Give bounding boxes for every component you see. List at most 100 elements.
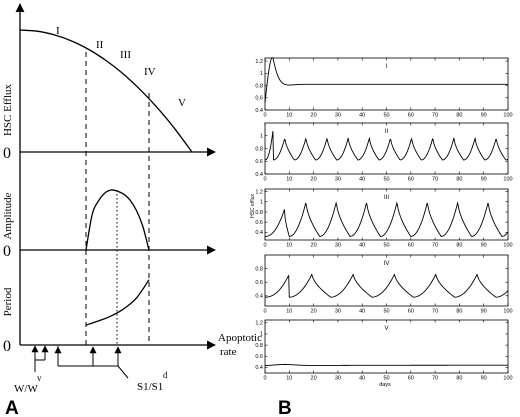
y-tick-label: 0.8: [255, 343, 263, 349]
x-tick-label: 50: [383, 113, 389, 119]
period-zero-label: 0: [3, 338, 11, 355]
x-tick-label: 70: [432, 376, 438, 382]
y-tick-label: 0.4: [255, 230, 263, 236]
y-tick-label: 1: [260, 134, 263, 140]
x-tick-label: 50: [383, 243, 389, 249]
y-tick-label: 0.4: [255, 365, 263, 371]
x-tick-label: 80: [456, 177, 462, 183]
y-tick-label: 1: [260, 332, 263, 338]
x-tick-label: 0: [263, 309, 266, 315]
panel-b: 0.40.60.811.20 10 20 30 40 50 60 70 80 90 100I0.40…: [255, 57, 513, 382]
mutant-annotation: [31, 345, 129, 379]
y-tick-label: 1.2: [255, 59, 263, 65]
x-tick-label: 10: [286, 243, 292, 249]
efflux-zero-label: 0: [3, 145, 11, 162]
x-tick-label: 70: [432, 243, 438, 249]
x-tick-label: 20: [311, 309, 317, 315]
panel-b-xlabel: days: [379, 382, 391, 388]
region-label-ii: II: [96, 39, 104, 51]
series-line: [264, 57, 508, 103]
y-tick-label: 1.2: [255, 189, 263, 195]
efflux-curve: [19, 29, 193, 153]
subplot-title: I: [386, 64, 388, 70]
x-tick-label: 50: [383, 376, 389, 382]
x-tick-label: 0: [263, 113, 266, 119]
x-tick-label: 70: [432, 113, 438, 119]
x-tick-label: 80: [456, 309, 462, 315]
series-line: [264, 131, 509, 161]
subplot-title: IV: [384, 261, 390, 267]
subplot-iii: 0.4 0.6 0.8 1 1.2 0 10 20 30 40 50 60 70 80 90 100 III: [255, 188, 513, 249]
wwv-superscript: v: [37, 373, 42, 383]
y-tick-label: 0.8: [255, 146, 263, 152]
x-tick-label: 0: [263, 376, 266, 382]
x-tick-label: 50: [383, 309, 389, 315]
x-tick-label: 40: [359, 376, 365, 382]
y-tick-label: 0.8: [255, 83, 263, 89]
x-tick-label: 10: [286, 309, 292, 315]
wwv-label: W/W: [14, 383, 38, 395]
apoptotic-label-line2: rate: [220, 346, 237, 358]
subplot-title: II: [385, 129, 389, 135]
y-tick-label: 0.4: [255, 108, 263, 114]
x-tick-label: 80: [456, 243, 462, 249]
x-tick-label: 90: [481, 376, 487, 382]
subplot-v: 0.4 0.6 0.8 1 1.2 0 10 20 30 40 50 60 70 80 90 100 V: [255, 319, 513, 382]
region-label-iv: IV: [144, 66, 156, 78]
period-ylabel: Period: [2, 287, 14, 316]
series-line: [264, 364, 508, 367]
x-tick-label: 60: [408, 243, 414, 249]
y-tick-label: 0.4: [255, 294, 263, 300]
panel-b-ylabel: HSC efflux: [250, 194, 256, 218]
x-tick-label: 30: [335, 243, 341, 249]
x-tick-label: 60: [408, 376, 414, 382]
x-tick-label: 20: [311, 177, 317, 183]
x-tick-label: 40: [359, 177, 365, 183]
x-tick-label: 60: [408, 113, 414, 119]
s1s1d-superscript: d: [163, 370, 168, 380]
x-tick-label: 20: [311, 243, 317, 249]
period-curve: [85, 279, 150, 326]
subplot-title: III: [384, 195, 389, 201]
x-tick-label: 30: [335, 113, 341, 119]
x-tick-label: 60: [408, 309, 414, 315]
x-tick-label: 80: [456, 376, 462, 382]
y-tick-label: 1: [260, 71, 263, 77]
x-tick-label: 90: [481, 309, 487, 315]
panel-a: HSC Efflux Amplitude Period 0 0 0 I II I…: [2, 3, 262, 417]
x-tick-label: 90: [481, 243, 487, 249]
panel-label-b: B: [278, 398, 292, 417]
y-tick-label: 0.6: [255, 280, 263, 286]
x-tick-label: 30: [335, 376, 341, 382]
y-tick-label: 0.6: [255, 354, 263, 360]
x-tick-label: 40: [359, 309, 365, 315]
amplitude-zero-label: 0: [3, 243, 11, 260]
subplot-iv: 0.4 0.6 0.8 0 10 20 30 40 50 60 70 80 90 100 IV: [255, 254, 513, 315]
y-tick-label: 0.8: [255, 210, 263, 216]
subplot-title: V: [384, 326, 388, 332]
x-tick-label: 100: [503, 177, 512, 183]
region-label-iii: III: [120, 49, 131, 61]
x-tick-label: 0: [263, 243, 266, 249]
subplot-i: 0.4 0.6 0.8 1 1.2 0 10 20 30 40 50 60 70 80 90 100 I: [255, 57, 513, 119]
y-tick-label: 0.6: [255, 220, 263, 226]
series-line: [264, 273, 509, 298]
x-tick-label: 100: [503, 309, 512, 315]
y-tick-label: 0.6: [255, 96, 263, 102]
x-tick-label: 100: [503, 376, 512, 382]
x-tick-label: 100: [503, 243, 512, 249]
amplitude-ylabel: Amplitude: [2, 192, 14, 239]
x-tick-label: 10: [286, 376, 292, 382]
y-tick-label: 0.6: [255, 159, 263, 165]
x-tick-label: 50: [383, 177, 389, 183]
x-tick-label: 10: [286, 177, 292, 183]
y-tick-label: 1: [260, 200, 263, 206]
panel-label-a: A: [5, 398, 19, 417]
apoptotic-label-line1: Apoptotic: [218, 332, 262, 344]
region-label-i: I: [56, 25, 60, 37]
x-tick-label: 90: [481, 177, 487, 183]
x-tick-label: 40: [359, 113, 365, 119]
x-tick-label: 30: [335, 309, 341, 315]
x-tick-label: 10: [286, 113, 292, 119]
